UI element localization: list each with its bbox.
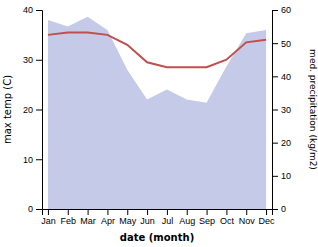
x-tick-label: Apr — [101, 216, 115, 226]
x-tick: May — [119, 209, 137, 226]
y2-tick-label: 30 — [281, 105, 291, 115]
x-tick-label: Nov — [239, 216, 256, 226]
x-tick-label: Sep — [199, 216, 215, 226]
y-tick: 30 — [23, 55, 42, 65]
y2-tick: 20 — [272, 138, 291, 148]
y-tick-label: 20 — [23, 105, 33, 115]
y2-axis-title: med. precipitation (kg/m2) — [308, 49, 318, 170]
x-tick: Jul — [162, 209, 174, 226]
x-tick-label: Jul — [162, 216, 174, 226]
y-tick-mark — [36, 60, 42, 61]
x-axis-title: date (month) — [120, 232, 194, 243]
x-tick: Mar — [80, 209, 96, 226]
x-tick-label: Jun — [140, 216, 155, 226]
plot: Jan FebMar Apr MayJun Jul Aug Sep Oct NovDec 0 10 2… — [23, 5, 291, 226]
x-tick-label: Dec — [259, 216, 276, 226]
y2-tick-label: 60 — [281, 5, 291, 15]
y2-tick: 50 — [272, 39, 291, 49]
x-tick: Feb — [61, 209, 77, 226]
y2-tick-mark — [272, 209, 278, 210]
x-tick-mark — [226, 209, 227, 215]
y2-tick-mark — [272, 143, 278, 144]
x-tick-label: Aug — [179, 216, 195, 226]
y2-tick: 30 — [272, 105, 291, 115]
y2-tick-label: 40 — [281, 72, 291, 82]
x-tick: Aug — [179, 209, 195, 226]
y-tick-mark — [36, 10, 42, 11]
y2-tick-label: 50 — [281, 39, 291, 49]
y-tick-label: 0 — [28, 204, 33, 214]
x-tick-mark — [246, 209, 247, 215]
x-axis: Jan FebMar Apr MayJun Jul Aug Sep Oct NovDec — [41, 209, 275, 226]
y-axis: 0 10 20 30 40 — [23, 5, 43, 214]
y-tick: 0 — [28, 204, 42, 214]
x-tick: Sep — [199, 209, 215, 226]
temperature-line — [48, 32, 266, 67]
y-tick-mark — [36, 209, 42, 210]
y-axis-line — [36, 11, 43, 210]
y2-tick: 0 — [272, 204, 286, 214]
x-tick-mark — [127, 209, 128, 215]
y2-axis-line — [273, 11, 279, 210]
y-axis-title: max temp (C) — [2, 75, 13, 144]
x-tick: Jun — [140, 209, 155, 226]
y2-tick: 40 — [272, 72, 291, 82]
y-tick-mark — [36, 159, 42, 160]
y2-tick-mark — [272, 43, 278, 44]
x-tick-mark — [207, 209, 208, 215]
x-axis-line — [43, 210, 273, 216]
x-tick-mark — [48, 209, 49, 215]
precipitation-area — [48, 17, 266, 209]
y2-tick-label: 10 — [281, 171, 291, 181]
x-tick-label: May — [119, 216, 137, 226]
x-tick-label: Mar — [80, 216, 96, 226]
y2-tick-mark — [272, 176, 278, 177]
chart: Jan FebMar Apr MayJun Jul Aug Sep Oct NovDec 0 10 2… — [0, 0, 318, 247]
x-tick: Oct — [220, 209, 235, 226]
x-tick-mark — [88, 209, 89, 215]
x-tick-mark — [167, 209, 168, 215]
x-tick-label: Jan — [41, 216, 56, 226]
x-tick: Dec — [259, 209, 276, 226]
y-tick-label: 30 — [23, 55, 33, 65]
x-tick-mark — [187, 209, 188, 215]
y-tick: 40 — [23, 5, 42, 15]
x-tick: Apr — [101, 209, 115, 226]
x-tick: Jan — [41, 209, 56, 226]
y-tick: 10 — [23, 155, 42, 165]
x-tick-mark — [266, 209, 267, 215]
x-tick: Nov — [239, 209, 256, 226]
x-tick-mark — [68, 209, 69, 215]
x-tick-mark — [107, 209, 108, 215]
y2-tick-label: 0 — [281, 204, 286, 214]
x-tick-label: Oct — [220, 216, 235, 226]
y2-tick: 10 — [272, 171, 291, 181]
marks — [48, 17, 266, 209]
y-tick: 20 — [23, 105, 42, 115]
x-tick-label: Feb — [61, 216, 77, 226]
y-tick-mark — [36, 110, 42, 111]
y2-tick-mark — [272, 10, 278, 11]
y2-tick-mark — [272, 76, 278, 77]
x-tick-mark — [147, 209, 148, 215]
y2-tick-mark — [272, 110, 278, 111]
y2-tick: 60 — [272, 5, 291, 15]
y2-axis: 0 10 20 30 40 50 60 — [272, 5, 291, 214]
y-tick-label: 40 — [23, 5, 33, 15]
y2-tick-label: 20 — [281, 138, 291, 148]
y-tick-label: 10 — [23, 155, 33, 165]
